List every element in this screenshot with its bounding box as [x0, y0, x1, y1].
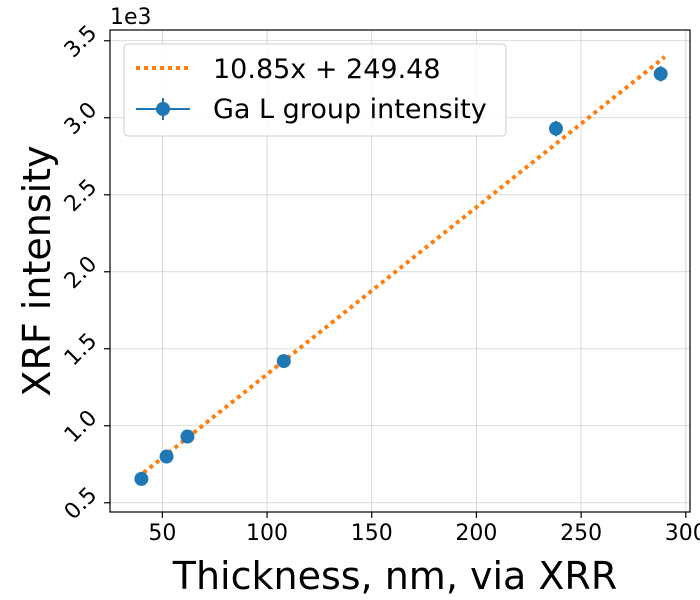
data-point-group	[653, 66, 668, 82]
fit-line	[135, 55, 667, 480]
plot-series	[134, 55, 668, 486]
legend: 10.85x + 249.48 Ga L group intensity	[123, 43, 507, 137]
legend-label-fit: 10.85x + 249.48	[213, 54, 441, 85]
data-point	[276, 354, 291, 369]
legend-label-data: Ga L group intensity	[213, 94, 487, 125]
y-axis-label: XRF intensity	[15, 145, 59, 396]
data-point	[180, 429, 195, 444]
x-axis-label: Thickness, nm, via XRR	[172, 554, 617, 598]
y-tick-label: 3.0	[60, 98, 102, 140]
data-point-group	[548, 120, 563, 137]
x-tick-label: 300	[665, 521, 700, 546]
data-point	[548, 121, 563, 136]
x-tick-label: 150	[351, 521, 393, 546]
y-tick-label: 3.5	[60, 21, 102, 63]
data-point	[653, 66, 668, 81]
y-tick-label: 1.0	[60, 406, 102, 448]
data-point-group	[180, 429, 195, 444]
legend-swatch-marker	[156, 102, 170, 116]
legend-box	[123, 43, 507, 137]
data-point	[159, 449, 174, 464]
y-tick-label: 2.0	[60, 252, 102, 294]
y-tick-label: 1.5	[60, 329, 102, 371]
data-point-group	[159, 449, 174, 464]
plot-area-frame	[109, 29, 691, 513]
data-point-group	[276, 354, 291, 369]
x-tick-label: 200	[455, 521, 497, 546]
data-point	[134, 471, 149, 486]
legend-errorbar-marker-swatch	[136, 98, 190, 120]
x-tick-label: 50	[148, 521, 176, 546]
data-point-group	[134, 471, 149, 486]
x-tick-label: 100	[246, 521, 288, 546]
x-tick-label: 250	[560, 521, 602, 546]
y-axis-offset-text: 1e3	[110, 5, 152, 30]
y-tick-label: 2.5	[60, 175, 102, 217]
y-tick-label: 0.5	[60, 483, 102, 525]
